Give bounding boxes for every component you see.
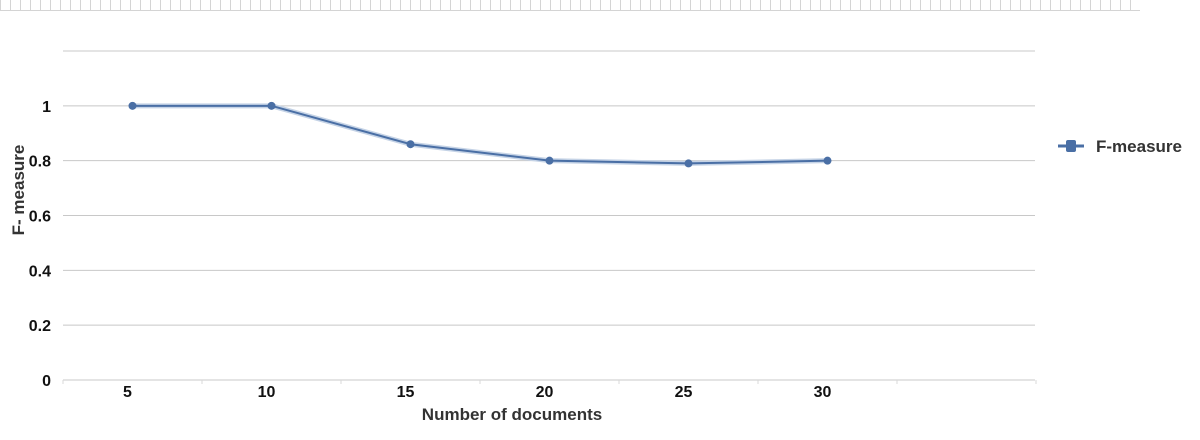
- data-point: [684, 159, 693, 168]
- legend-label: F-measure: [1096, 137, 1182, 156]
- x-tick-label: 5: [123, 384, 132, 401]
- top-ruler: [0, 0, 1140, 11]
- data-point: [823, 156, 832, 165]
- data-point: [406, 140, 415, 149]
- y-tick-label: 0.4: [29, 263, 51, 280]
- y-tick-label: 1: [42, 99, 51, 116]
- y-tick-label: 0.6: [29, 209, 51, 226]
- y-tick-label: 0.2: [29, 318, 51, 335]
- x-axis-ticks: 5 10 15 20 25 30: [123, 384, 831, 401]
- x-tick-label: 30: [814, 384, 832, 401]
- y-axis-ticks: 0 0.2 0.4 0.6 0.8 1: [29, 99, 51, 390]
- x-tick-label: 10: [258, 384, 276, 401]
- y-axis-title: F- measure: [9, 145, 28, 236]
- series-layer: [128, 101, 832, 168]
- series-line-shadow: [132, 103, 828, 166]
- x-axis-title: Number of documents: [422, 405, 602, 424]
- x-tick-label: 15: [397, 384, 415, 401]
- y-tick-label: 0.8: [29, 154, 51, 171]
- y-tick-label: 0: [42, 373, 51, 390]
- x-tick-label: 25: [675, 384, 693, 401]
- series-line: [132, 104, 828, 165]
- data-point: [267, 101, 276, 110]
- gridlines: [63, 50, 1035, 381]
- legend-marker-icon: [1066, 140, 1076, 152]
- legend: F-measure: [1058, 137, 1182, 156]
- data-point: [128, 101, 137, 110]
- x-axis: [62, 379, 1037, 384]
- data-point: [545, 156, 554, 165]
- x-tick-label: 20: [536, 384, 554, 401]
